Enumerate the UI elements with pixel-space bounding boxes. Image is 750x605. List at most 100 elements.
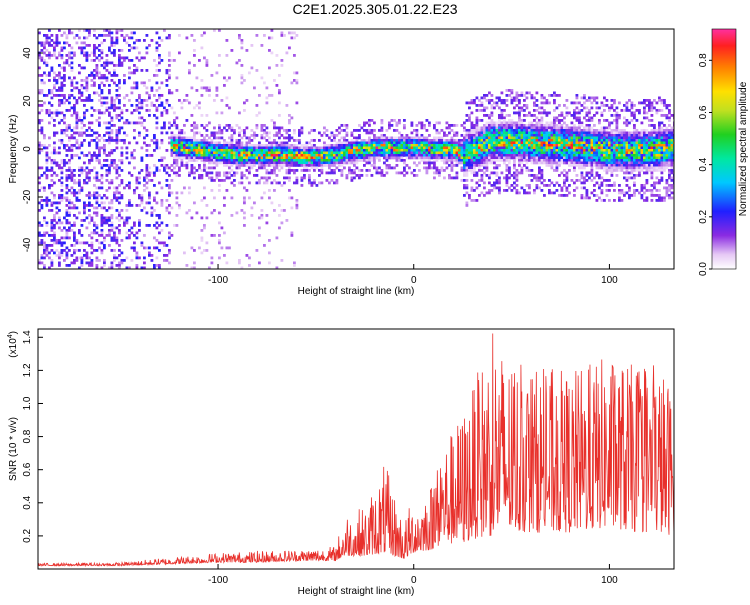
- spectrogram-cell: [450, 161, 454, 165]
- spectrogram-cell: [163, 124, 166, 127]
- spectrogram-cell: [328, 171, 331, 175]
- spectrogram-cell: [285, 164, 289, 167]
- spectrogram-cell: [170, 131, 174, 135]
- spectrogram-cell: [113, 159, 116, 162]
- spectrogram-cell: [275, 84, 279, 87]
- spectrogram-cell: [188, 69, 191, 72]
- spectrogram-cell: [65, 59, 69, 62]
- spectrogram-cell: [165, 149, 169, 152]
- spectrogram-cell: [575, 139, 579, 142]
- spectrogram-cell: [228, 166, 231, 170]
- spectrogram-cell: [338, 169, 341, 172]
- spectrogram-cell: [468, 141, 471, 145]
- spectrogram-cell: [198, 246, 201, 250]
- spectrogram-cell: [480, 169, 484, 172]
- spectrogram-cell: [45, 204, 49, 207]
- spectrogram-cell: [290, 116, 294, 120]
- spectrogram-cell: [185, 144, 189, 147]
- spectrogram-cell: [540, 176, 544, 180]
- spectrogram-cell: [368, 141, 371, 145]
- spectrogram-cell: [60, 119, 64, 122]
- spectrogram-cell: [288, 119, 291, 122]
- spectrogram-cell: [415, 149, 419, 152]
- spectrogram-cell: [260, 129, 264, 132]
- spectrogram-cell: [43, 266, 46, 269]
- spectrogram-cell: [445, 134, 449, 137]
- spectrogram-cell: [353, 139, 356, 142]
- spectrogram-cell: [490, 114, 494, 117]
- spectrogram-cell: [450, 166, 454, 170]
- spectrogram-cell: [368, 121, 371, 125]
- spectrogram-cell: [190, 159, 194, 162]
- spectrogram-cell: [535, 124, 539, 127]
- spectrogram-cell: [245, 126, 249, 130]
- spectrogram-cell: [525, 131, 529, 135]
- spectrogram-cell: [308, 141, 311, 145]
- spectrogram-cell: [483, 194, 486, 197]
- spectrogram-cell: [473, 101, 476, 105]
- spectrogram-cell: [543, 141, 546, 145]
- spectrogram-cell: [293, 31, 296, 35]
- spectrogram-cell: [218, 156, 221, 160]
- spectrogram-cell: [545, 126, 549, 130]
- spectrogram-cell: [570, 131, 574, 135]
- spectrogram-cell: [300, 131, 304, 135]
- spectrogram-cell: [470, 164, 474, 167]
- spectrogram-cell: [135, 186, 139, 190]
- spectrogram-cell: [70, 81, 74, 85]
- spectrogram-cell: [218, 174, 221, 177]
- spectrogram-cell: [578, 101, 581, 105]
- spectrogram-cell: [558, 136, 561, 140]
- spectrogram-cell: [588, 151, 591, 155]
- spectrogram-cell: [543, 144, 546, 147]
- spectrogram-cell: [233, 159, 236, 162]
- spectrogram-cell: [153, 209, 156, 212]
- spectrogram-cell: [88, 34, 91, 37]
- spectrogram-cell: [40, 199, 44, 202]
- spectrogram-cell: [340, 154, 344, 157]
- spectrogram-cell: [373, 151, 376, 155]
- spectrogram-cell: [330, 139, 334, 142]
- spectrogram-cell: [210, 141, 214, 145]
- spectrogram-cell: [598, 106, 601, 110]
- spectrogram-cell: [45, 174, 49, 177]
- spectrogram-cell: [95, 211, 99, 215]
- spectrogram-cell: [58, 89, 61, 92]
- spectrogram-cell: [500, 121, 504, 125]
- spectrogram-cell: [73, 181, 76, 185]
- spectrogram-cell: [288, 139, 291, 142]
- spectrogram-cell: [153, 196, 156, 200]
- spectrogram-cell: [520, 134, 524, 137]
- spectrogram-cell: [58, 104, 61, 107]
- spectrogram-cell: [373, 146, 376, 150]
- spectrogram-cell: [60, 161, 64, 165]
- spectrogram-cell: [598, 139, 601, 142]
- spectrogram-cell: [223, 179, 226, 182]
- spectrogram-cell: [245, 154, 249, 157]
- spectrogram-cell: [585, 144, 589, 147]
- spectrogram-cell: [38, 56, 41, 60]
- spectrogram-cell: [475, 146, 479, 150]
- spectrogram-cell: [203, 141, 206, 145]
- spectrogram-cell: [60, 159, 64, 162]
- spectrogram-cell: [508, 156, 511, 160]
- spectrogram-cell: [458, 159, 461, 162]
- spectrogram-cell: [510, 126, 514, 130]
- spectrogram-cell: [600, 156, 604, 160]
- spectrogram-cell: [523, 124, 526, 127]
- spectrogram-cell: [108, 134, 111, 137]
- spectrogram-cell: [553, 151, 556, 155]
- spectrogram-cell: [475, 109, 479, 112]
- spectrogram-cell: [188, 156, 191, 160]
- spectrogram-cell: [310, 151, 314, 155]
- spectrogram-cell: [125, 151, 129, 155]
- spectrogram-cell: [345, 139, 349, 142]
- spectrogram-cell: [205, 171, 209, 175]
- spectrogram-cell: [488, 134, 491, 137]
- spectrogram-cell: [485, 151, 489, 155]
- spectrogram-cell: [568, 139, 571, 142]
- spectrogram-cell: [530, 169, 534, 172]
- spectrogram-cell: [578, 161, 581, 165]
- spectrogram-cell: [135, 104, 139, 107]
- spectrogram-cell: [323, 141, 326, 145]
